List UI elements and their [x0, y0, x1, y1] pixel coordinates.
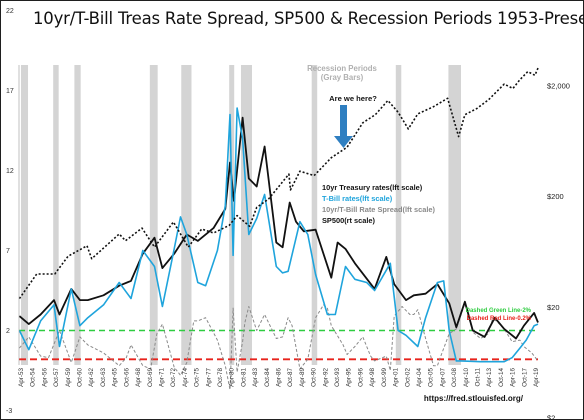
left-tick--3: -3 — [6, 408, 12, 415]
x-tick-38: Apr-10 — [463, 368, 470, 387]
left-tick-22: 22 — [6, 8, 14, 15]
recession-bar-0 — [20, 65, 29, 365]
x-tick-42: Apr-16 — [510, 368, 517, 387]
x-axis-ticks: Apr-53 Oct-54 Apr-56 Oct-57 Apr-59 Oct-60 Apr-… — [18, 367, 540, 386]
x-tick-23: Oct-87 — [287, 368, 294, 387]
x-tick-13: Oct-72 — [170, 368, 177, 387]
x-tick-24: Apr-89 — [299, 367, 306, 386]
right-tick-200: $200 — [547, 192, 564, 201]
x-tick-40: Apr-13 — [486, 368, 493, 387]
x-tick-44: Apr-19 — [533, 368, 540, 387]
x-tick-1: Oct-54 — [30, 368, 37, 387]
right-tick-2000: $2,000 — [547, 82, 570, 91]
x-tick-37: Oct-08 — [451, 368, 458, 387]
x-tick-11: Oct-69 — [147, 368, 154, 387]
x-tick-41: Oct-14 — [498, 368, 505, 387]
x-tick-16: Apr-77 — [205, 368, 212, 387]
x-tick-34: Apr-04 — [416, 368, 423, 387]
x-tick-33: Oct-02 — [404, 368, 411, 387]
recession-bar-7 — [311, 65, 318, 365]
legend: 10yr Treasury rates(lft scale) T-Bill ra… — [322, 183, 435, 225]
x-tick-27: Oct-93 — [334, 367, 341, 386]
x-tick-43: Oct-17 — [521, 368, 528, 387]
green-line-label: Dashed Green Line-2% — [466, 308, 532, 314]
x-tick-10: Apr-68 — [135, 367, 142, 386]
legend-sp500: SP500(rt scale) — [322, 216, 376, 225]
x-tick-14: Apr-74 — [182, 368, 189, 387]
chart-title: 10yr/T-Bill Treas Rate Spread, SP500 & R… — [33, 9, 584, 28]
recession-label: Recession Periods (Gray Bars) — [307, 64, 377, 82]
recession-label-line1: Recession Periods — [307, 64, 377, 73]
x-tick-7: Oct-63 — [100, 367, 107, 386]
right-axis-ticks: $2 $20 $200 $2,000 — [547, 82, 570, 420]
x-tick-9: Oct-66 — [123, 367, 130, 386]
x-tick-36: Apr-07 — [439, 368, 446, 387]
series-line-3 — [18, 67, 539, 300]
x-tick-5: Oct-60 — [77, 367, 84, 386]
reference-lines — [19, 329, 538, 361]
legend-tbill: T-Bill rates(lft scale) — [322, 194, 393, 203]
left-tick-12: 12 — [6, 168, 14, 175]
x-tick-26: Apr-92 — [322, 367, 329, 386]
x-tick-32: Apr-01 — [393, 367, 400, 386]
x-tick-31: Oct-99 — [381, 367, 388, 386]
recession-bar-9 — [448, 65, 461, 365]
x-tick-22: Apr-86 — [276, 368, 283, 387]
recession-bar-8 — [395, 65, 402, 365]
left-tick-17: 17 — [6, 88, 14, 95]
x-tick-0: Apr-53 — [18, 368, 25, 387]
down-arrow-shaft — [340, 105, 347, 137]
series-line-2 — [19, 302, 539, 391]
recession-bar-4 — [181, 65, 192, 365]
left-axis-ticks: -3 2 7 12 17 22 — [6, 8, 14, 415]
x-tick-39: Oct-11 — [475, 368, 482, 387]
x-tick-4: Apr-59 — [65, 367, 72, 386]
x-tick-3: Oct-57 — [53, 367, 60, 386]
right-tick-2: $2 — [547, 414, 555, 420]
x-tick-15: Oct-75 — [194, 368, 201, 387]
x-tick-35: Oct-05 — [428, 368, 435, 387]
recession-bar-3 — [149, 65, 158, 365]
recession-bar-6 — [240, 65, 252, 365]
x-tick-12: Apr-71 — [159, 368, 166, 387]
x-tick-29: Oct-96 — [357, 367, 364, 386]
x-tick-20: Apr-83 — [252, 368, 259, 387]
red-line-label: Dashed Red Line-0.2% — [467, 316, 532, 322]
legend-spread: 10yr/T-Bill Rate Spread(lft scale) — [322, 205, 435, 214]
series-lines — [18, 67, 539, 391]
arrow-label: Are we here? — [329, 94, 377, 103]
x-tick-21: Oct-84 — [264, 368, 271, 387]
down-arrow-head — [334, 136, 353, 148]
x-tick-19: Oct-81 — [240, 368, 247, 387]
legend-10yr: 10yr Treasury rates(lft scale) — [322, 183, 423, 192]
left-tick-7: 7 — [6, 248, 10, 255]
x-tick-18: Apr-80 — [229, 368, 236, 387]
recession-label-line2: (Gray Bars) — [321, 73, 364, 82]
series-line-1 — [18, 107, 539, 363]
left-tick-2: 2 — [6, 328, 10, 335]
recession-bar-1 — [53, 65, 59, 365]
x-tick-6: Apr-62 — [88, 367, 95, 386]
x-tick-30: Apr-98 — [369, 367, 376, 386]
x-tick-28: Apr-95 — [346, 367, 353, 386]
x-tick-8: Apr-65 — [112, 367, 119, 386]
source-label: https://fred.stlouisfed.org/ — [424, 394, 524, 403]
recession-bars — [20, 65, 461, 365]
x-tick-2: Apr-56 — [41, 367, 48, 386]
down-arrow — [334, 105, 353, 148]
right-tick-20: $20 — [547, 303, 560, 312]
x-tick-25: Oct-90 — [311, 367, 318, 386]
x-tick-17: Oct-78 — [217, 368, 224, 387]
recession-bar-2 — [74, 65, 81, 365]
